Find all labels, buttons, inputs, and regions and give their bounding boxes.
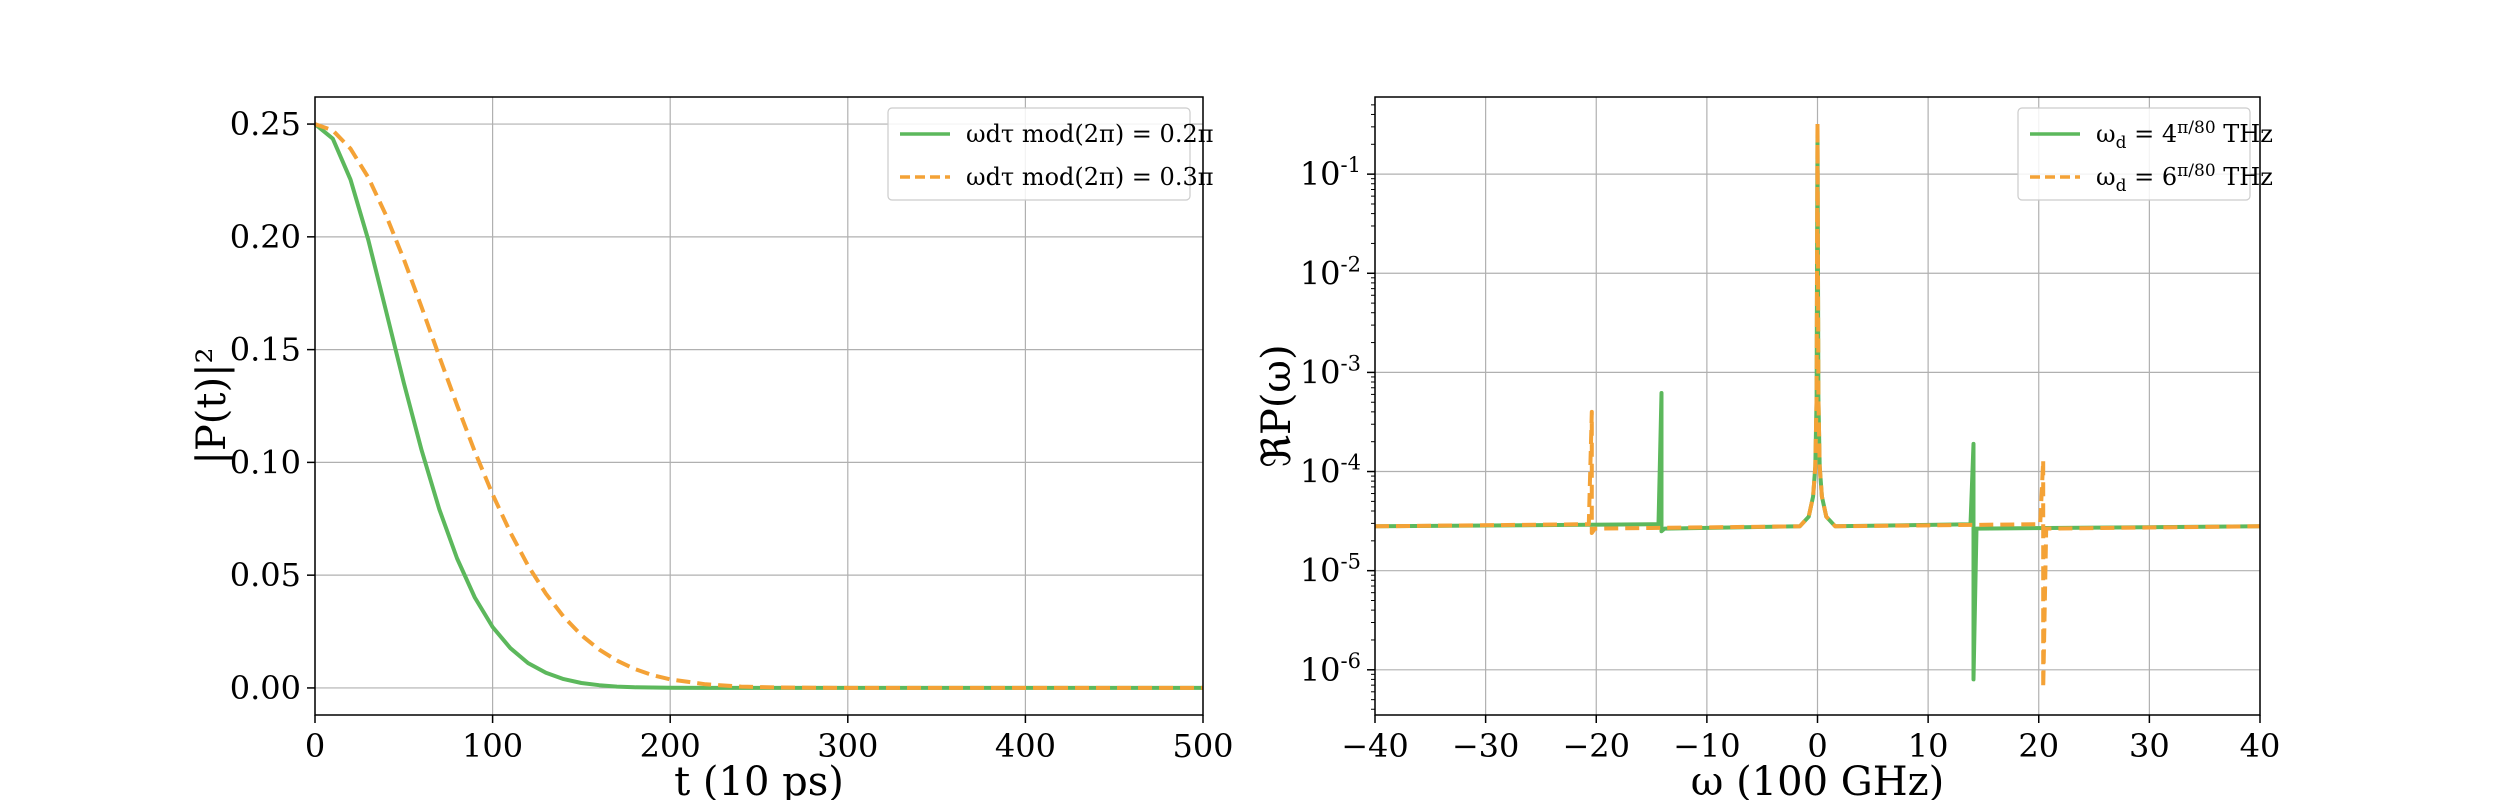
y-tick-label: 10-5 [1300, 550, 1361, 590]
x-tick-label: 30 [2129, 727, 2170, 765]
y-tick-label: 10-3 [1300, 351, 1361, 391]
legend-equals: = 6 [2126, 163, 2177, 191]
y-tick-base: 10 [1300, 155, 1341, 193]
x-tick-label: 10 [1908, 727, 1949, 765]
x-axis-label: ω (100 GHz) [1691, 759, 1945, 800]
legend-omega: ω [2096, 120, 2116, 148]
legend-fraction-den: 80 [2194, 118, 2216, 138]
y-tick-label: 10-4 [1300, 451, 1361, 491]
x-tick-label: 20 [2018, 727, 2059, 765]
legend-label-2: ωd = 6π/80 THz [2096, 161, 2273, 196]
legend-fraction-num: π [2177, 118, 2188, 138]
legend-unit: THz [2216, 120, 2273, 148]
x-tick-label: 500 [1172, 727, 1233, 765]
legend-subscript: d [2116, 133, 2127, 153]
legend-label-2: ωdτ mod(2π) = 0.3π [966, 163, 1214, 191]
y-tick-label: 0.00 [230, 669, 301, 707]
legend-omega: ω [2096, 163, 2116, 191]
series-right [1374, 120, 2261, 691]
series-left [313, 122, 1203, 690]
y-tick-base: 10 [1300, 651, 1341, 689]
x-tick-label: 300 [817, 727, 878, 765]
x-tick-label: 400 [995, 727, 1056, 765]
y-tick-label: 0.20 [230, 218, 301, 256]
legend-fraction-den: 80 [2194, 161, 2216, 181]
y-tick-base: 10 [1300, 254, 1341, 292]
y-tick-label: 10-1 [1300, 153, 1361, 193]
y-tick-base: 10 [1300, 453, 1341, 491]
series-line-1 [313, 122, 1203, 690]
y-tick-base: 10 [1300, 353, 1341, 391]
x-tick-label: 200 [640, 727, 701, 765]
legend-label-1: ωdτ mod(2π) = 0.2π [966, 120, 1214, 148]
y-tick-label: 0.10 [230, 443, 301, 481]
y-tick-label: 0.25 [230, 105, 301, 143]
y-axis-label: ℜP(ω) [1254, 344, 1300, 467]
legend-label-1: ωd = 4π/80 THz [2096, 118, 2273, 153]
legend-left: ωdτ mod(2π) = 0.2π ωdτ mod(2π) = 0.3π [887, 107, 1214, 201]
chart-left: 0 100 200 300 400 500 0.00 0.05 0.10 0.15 0.20 0.25… [189, 96, 1234, 800]
x-tick-label: −20 [1562, 727, 1630, 765]
legend-fraction-bar: / [2188, 161, 2194, 181]
series-line-2 [1374, 120, 2261, 691]
legend-equals: = 4 [2126, 120, 2177, 148]
legend-box [887, 107, 1191, 201]
x-tick-label: −40 [1341, 727, 1409, 765]
plot-frame-right [1374, 96, 2261, 716]
y-tick-label: 10-6 [1300, 649, 1361, 689]
y-tick-exponent: -4 [1341, 451, 1361, 475]
y-tick-exponent: -1 [1341, 153, 1361, 177]
plot-frame-left [314, 96, 1204, 716]
y-axis-label: |P(t)|² [189, 347, 235, 464]
y-tick-exponent: -3 [1341, 351, 1361, 375]
legend-fraction-num: π [2177, 161, 2188, 181]
y-tick-exponent: -2 [1341, 252, 1361, 276]
legend-subscript: d [2116, 176, 2127, 196]
x-tick-label: 0 [1807, 727, 1827, 765]
y-tick-label: 0.15 [230, 331, 301, 369]
chart-right: −40 −30 −20 −10 0 10 20 30 4010-610-510-410-310-… [1254, 96, 2281, 800]
y-tick-label: 10-2 [1300, 252, 1361, 292]
y-tick-exponent: -6 [1341, 649, 1361, 673]
ticks-left: 0 100 200 300 400 500 0.00 0.05 0.10 0.15 0.20 0.25 [230, 105, 1234, 765]
x-tick-label: 0 [305, 727, 325, 765]
legend-unit: THz [2216, 163, 2273, 191]
x-axis-label: t (10 ps) [674, 759, 844, 800]
y-tick-label: 0.05 [230, 556, 301, 594]
legend-fraction-bar: / [2188, 118, 2194, 138]
ticks-right: −40 −30 −20 −10 0 10 20 30 4010-610-510-410-310-… [1300, 104, 2281, 765]
x-tick-label: −10 [1673, 727, 1741, 765]
y-tick-base: 10 [1300, 552, 1341, 590]
y-tick-exponent: -5 [1341, 550, 1361, 574]
x-tick-label: −30 [1452, 727, 1520, 765]
x-tick-label: 100 [462, 727, 523, 765]
series-line-2 [314, 122, 1203, 690]
x-tick-label: 40 [2240, 727, 2281, 765]
